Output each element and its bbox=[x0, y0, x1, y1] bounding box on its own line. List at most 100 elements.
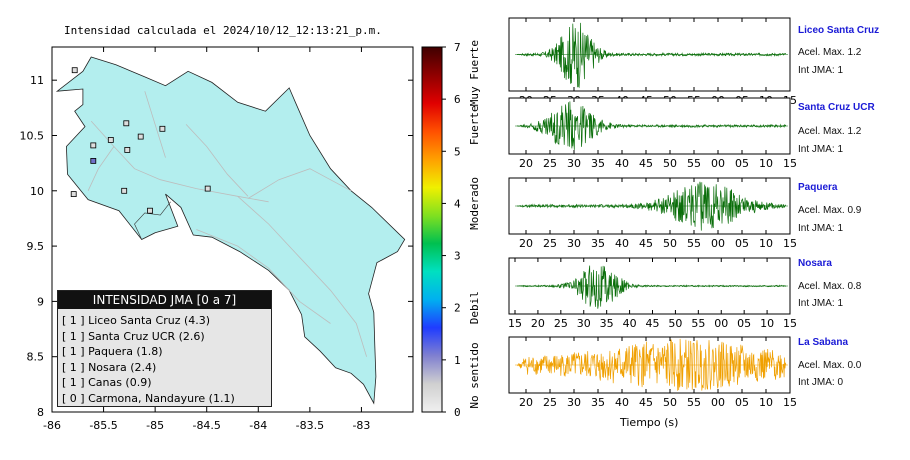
station-jma: Int JMA: 1 bbox=[798, 223, 844, 234]
time-tick-label: 25 bbox=[543, 157, 557, 170]
legend-title: INTENSIDAD JMA [0 a 7] bbox=[58, 291, 271, 309]
station-marker bbox=[107, 136, 114, 143]
time-tick-label: 35 bbox=[591, 157, 605, 170]
legend-row: [ 1 ] Nosara (2.4) bbox=[62, 360, 157, 374]
time-tick-label: 35 bbox=[591, 396, 605, 409]
time-tick-label: 10 bbox=[760, 317, 774, 330]
colorbar-intensity-label: Debil bbox=[468, 291, 481, 324]
colorbar-tick-label: 2 bbox=[454, 302, 461, 315]
x-tick-label: -83 bbox=[352, 419, 370, 432]
seismogram-trace bbox=[516, 338, 787, 391]
time-tick-label: 45 bbox=[639, 396, 653, 409]
x-tick-label: -86 bbox=[43, 419, 61, 432]
x-tick-label: -83.5 bbox=[296, 419, 324, 432]
time-tick-label: 20 bbox=[531, 317, 545, 330]
time-tick-label: 40 bbox=[615, 237, 629, 250]
time-tick-label: 50 bbox=[663, 157, 677, 170]
station-accel: Acel. Max. 0.9 bbox=[798, 205, 862, 216]
colorbar-tick-label: 1 bbox=[454, 354, 461, 367]
station-marker bbox=[121, 187, 128, 194]
station-marker bbox=[123, 120, 130, 127]
station-accel: Acel. Max. 1.2 bbox=[798, 47, 862, 58]
time-tick-label: 30 bbox=[567, 157, 581, 170]
seismogram-trace bbox=[516, 101, 787, 150]
map-road bbox=[144, 91, 166, 158]
station-name: Paquera bbox=[798, 182, 838, 193]
time-tick-label: 05 bbox=[735, 237, 749, 250]
time-tick-label: 40 bbox=[623, 317, 637, 330]
time-tick-label: 10 bbox=[759, 396, 773, 409]
time-tick-label: 00 bbox=[711, 237, 725, 250]
legend-row: [ 1 ] Santa Cruz UCR (2.6) bbox=[62, 329, 205, 343]
time-tick-label: 20 bbox=[519, 237, 533, 250]
intensity-legend: INTENSIDAD JMA [0 a 7] [ 1 ] Liceo Santa… bbox=[57, 290, 272, 407]
time-tick-label: 00 bbox=[711, 396, 725, 409]
station-accel: Acel. Max. 0.8 bbox=[798, 281, 862, 292]
time-tick-label: 05 bbox=[735, 157, 749, 170]
station-marker bbox=[159, 125, 166, 132]
time-tick-label: 40 bbox=[615, 157, 629, 170]
time-tick-label: 55 bbox=[691, 317, 705, 330]
y-tick-label: 9.5 bbox=[27, 240, 45, 253]
station-name: La Sabana bbox=[798, 337, 849, 348]
y-tick-label: 11 bbox=[30, 74, 44, 87]
time-tick-label: 45 bbox=[639, 157, 653, 170]
map-road bbox=[196, 229, 331, 324]
time-tick-label: 15 bbox=[508, 317, 522, 330]
y-tick-label: 10.5 bbox=[20, 129, 45, 142]
station-jma: Int JMA: 0 bbox=[798, 377, 844, 388]
colorbar-intensity-label: Moderado bbox=[468, 177, 481, 230]
map-title: Intensidad calculada el 2024/10/12_12:13… bbox=[64, 24, 382, 37]
time-tick-label: 00 bbox=[711, 157, 725, 170]
colorbar-intensity-label: No sentido bbox=[468, 342, 481, 408]
time-tick-label: 15 bbox=[783, 237, 797, 250]
colorbar-tick-label: 0 bbox=[454, 406, 461, 419]
map-frame bbox=[51, 46, 414, 413]
station-accel: Acel. Max. 1.2 bbox=[798, 126, 862, 137]
costa-rica-landmass bbox=[55, 56, 406, 405]
seismogram-trace bbox=[517, 265, 787, 309]
station-jma: Int JMA: 1 bbox=[798, 298, 844, 309]
time-tick-label: 05 bbox=[737, 317, 751, 330]
legend-row: [ 1 ] Paquera (1.8) bbox=[62, 345, 163, 358]
time-tick-label: 25 bbox=[554, 317, 568, 330]
colorbar-tick-label: 3 bbox=[454, 250, 461, 263]
station-marker bbox=[70, 191, 77, 198]
time-tick-label: 55 bbox=[687, 237, 701, 250]
y-tick-label: 8.5 bbox=[27, 351, 45, 364]
time-tick-label: 50 bbox=[663, 237, 677, 250]
time-tick-label: 05 bbox=[735, 396, 749, 409]
time-tick-label: 20 bbox=[519, 157, 533, 170]
map-road bbox=[185, 124, 249, 197]
seismogram-trace bbox=[517, 181, 786, 231]
station-marker bbox=[71, 67, 78, 74]
time-tick-label: 50 bbox=[668, 317, 682, 330]
map-road bbox=[247, 168, 352, 199]
legend-list: [ 1 ] Liceo Santa Cruz (4.3) [ 1 ] Santa… bbox=[58, 309, 271, 406]
time-tick-label: 15 bbox=[783, 317, 797, 330]
time-tick-label: 15 bbox=[783, 396, 797, 409]
time-tick-label: 40 bbox=[615, 396, 629, 409]
colorbar-intensity-label: Muy Fuerte bbox=[468, 40, 481, 106]
station-name: Nosara bbox=[798, 258, 832, 269]
map-road bbox=[87, 146, 115, 191]
time-tick-label: 25 bbox=[543, 396, 557, 409]
x-tick-label: -85 bbox=[146, 419, 164, 432]
time-tick-label: 30 bbox=[577, 317, 591, 330]
map-road bbox=[237, 196, 367, 357]
time-tick-label: 15 bbox=[783, 157, 797, 170]
x-tick-label: -85.5 bbox=[89, 419, 117, 432]
time-tick-label: 45 bbox=[646, 317, 660, 330]
station-name: Santa Cruz UCR bbox=[798, 102, 875, 113]
x-tick-label: -84.5 bbox=[192, 419, 220, 432]
x-tick-label: -84 bbox=[249, 419, 267, 432]
time-tick-label: 55 bbox=[687, 396, 701, 409]
colorbar bbox=[421, 46, 443, 413]
time-tick-label: 30 bbox=[567, 396, 581, 409]
time-tick-label: 50 bbox=[663, 396, 677, 409]
station-marker bbox=[147, 207, 153, 214]
station-marker bbox=[90, 142, 97, 149]
seismogram-trace bbox=[516, 22, 787, 89]
time-tick-label: 45 bbox=[639, 237, 653, 250]
